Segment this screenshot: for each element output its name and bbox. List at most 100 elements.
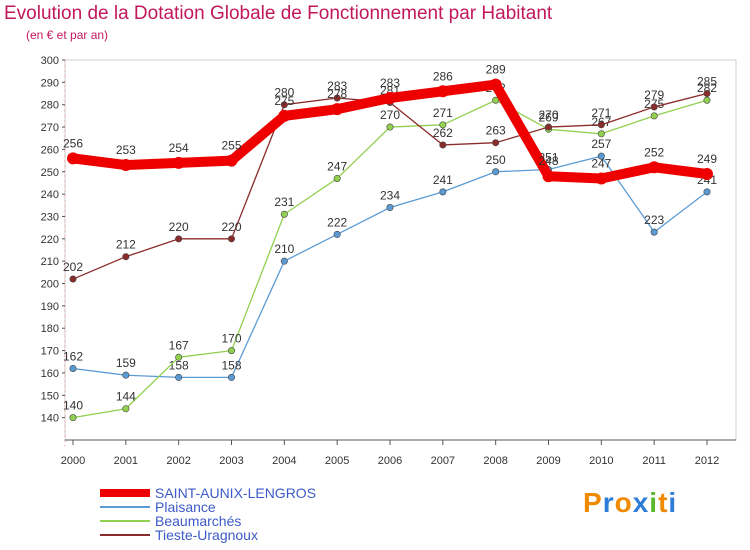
legend-label-beaumarch-s: Beaumarchés [155, 513, 241, 529]
data-label-saint-aunix-lengros: 286 [433, 69, 453, 83]
x-tick-label: 2010 [589, 455, 613, 467]
x-tick-label: 2004 [272, 455, 296, 467]
data-label-plaisance: 250 [486, 153, 506, 167]
data-point-beaumarch-s [650, 112, 658, 120]
data-label-beaumarch-s: 271 [433, 106, 453, 120]
data-point-beaumarch-s [492, 96, 500, 104]
data-point-saint-aunix-lengros [278, 109, 291, 122]
data-point-plaisance [650, 228, 658, 236]
data-point-beaumarch-s [228, 347, 236, 355]
data-label-tieste-uragnoux: 270 [538, 108, 558, 122]
x-tick-label: 2011 [642, 455, 666, 467]
data-point-beaumarch-s [703, 96, 711, 104]
y-tick-label: 180 [41, 323, 59, 335]
data-point-beaumarch-s [69, 414, 77, 422]
data-label-saint-aunix-lengros: 278 [327, 87, 347, 101]
data-point-tieste-uragnoux [228, 235, 236, 243]
x-tick-label: 2007 [431, 455, 455, 467]
data-label-tieste-uragnoux: 279 [644, 88, 664, 102]
data-point-plaisance [122, 371, 130, 379]
data-label-plaisance: 223 [644, 213, 664, 227]
data-point-saint-aunix-lengros [489, 78, 502, 91]
x-tick-label: 2005 [325, 455, 349, 467]
y-tick-label: 240 [41, 189, 59, 201]
data-label-plaisance: 222 [327, 215, 347, 229]
chart-subtitle: (en € et par an) [26, 28, 109, 42]
data-point-tieste-uragnoux [492, 139, 500, 147]
y-tick-label: 170 [41, 346, 59, 358]
data-label-beaumarch-s: 170 [221, 332, 241, 346]
data-label-saint-aunix-lengros: 289 [486, 63, 506, 77]
data-label-beaumarch-s: 144 [116, 390, 136, 404]
data-label-tieste-uragnoux: 271 [591, 106, 611, 120]
data-point-plaisance [175, 373, 183, 381]
y-tick-label: 160 [41, 368, 59, 380]
data-label-tieste-uragnoux: 263 [486, 124, 506, 138]
data-point-saint-aunix-lengros [119, 159, 132, 172]
logo-letter: P [583, 487, 603, 518]
data-label-saint-aunix-lengros: 252 [644, 145, 664, 159]
data-label-tieste-uragnoux: 220 [221, 220, 241, 234]
y-tick-label: 300 [41, 55, 59, 67]
data-point-tieste-uragnoux [333, 94, 341, 102]
data-point-plaisance [597, 152, 605, 160]
data-point-saint-aunix-lengros [701, 168, 713, 180]
y-tick-label: 150 [41, 390, 59, 402]
y-tick-label: 250 [41, 167, 59, 179]
data-point-saint-aunix-lengros [67, 152, 79, 165]
data-label-beaumarch-s: 231 [274, 195, 294, 209]
data-point-plaisance [386, 204, 394, 212]
x-tick-label: 2002 [166, 455, 190, 467]
y-tick-label: 230 [41, 211, 59, 223]
logo-letter: t [658, 487, 669, 518]
data-label-plaisance: 210 [274, 242, 294, 256]
data-point-beaumarch-s [386, 123, 394, 131]
x-tick-label: 2001 [114, 455, 138, 467]
data-label-saint-aunix-lengros: 283 [380, 76, 400, 90]
y-tick-label: 190 [41, 301, 59, 313]
data-label-saint-aunix-lengros: 254 [169, 141, 189, 155]
data-point-tieste-uragnoux [69, 275, 77, 283]
data-label-beaumarch-s: 140 [63, 399, 83, 413]
data-label-plaisance: 158 [221, 358, 241, 372]
data-label-saint-aunix-lengros: 255 [221, 139, 241, 153]
data-label-plaisance: 241 [433, 173, 453, 187]
data-point-tieste-uragnoux [650, 103, 658, 111]
data-label-saint-aunix-lengros: 253 [116, 143, 136, 157]
x-tick-label: 2006 [378, 455, 402, 467]
data-point-tieste-uragnoux [439, 141, 447, 149]
data-point-saint-aunix-lengros [331, 103, 344, 116]
chart-title: Evolution de la Dotation Globale de Fonc… [4, 3, 553, 24]
data-label-tieste-uragnoux: 212 [116, 238, 136, 252]
data-label-plaisance: 159 [116, 356, 136, 370]
legend-label-tieste-uragnoux: Tieste-Uragnoux [155, 527, 258, 543]
data-point-tieste-uragnoux [122, 253, 130, 261]
data-point-saint-aunix-lengros [436, 85, 449, 98]
data-label-tieste-uragnoux: 220 [169, 220, 189, 234]
data-label-saint-aunix-lengros: 247 [591, 156, 611, 170]
data-label-beaumarch-s: 270 [380, 108, 400, 122]
data-point-beaumarch-s [333, 174, 341, 182]
y-tick-label: 260 [41, 144, 59, 156]
data-point-plaisance [492, 168, 500, 176]
data-label-saint-aunix-lengros: 248 [538, 154, 558, 168]
logo-letter: i [668, 487, 678, 518]
data-point-tieste-uragnoux [280, 101, 288, 109]
x-tick-label: 2008 [483, 455, 507, 467]
y-tick-label: 220 [41, 234, 59, 246]
data-label-plaisance: 257 [591, 137, 611, 151]
data-label-plaisance: 162 [63, 349, 83, 363]
y-tick-label: 270 [41, 122, 59, 134]
data-point-tieste-uragnoux [175, 235, 183, 243]
x-tick-label: 2012 [695, 455, 719, 467]
data-point-tieste-uragnoux [703, 90, 711, 98]
logo-letter: x [632, 487, 650, 518]
legend-label-saint-aunix-lengros: SAINT-AUNIX-LENGROS [155, 485, 316, 501]
data-point-saint-aunix-lengros [648, 161, 661, 174]
data-point-tieste-uragnoux [544, 123, 552, 131]
data-point-saint-aunix-lengros [225, 154, 238, 167]
data-label-beaumarch-s: 247 [327, 159, 347, 173]
data-label-saint-aunix-lengros: 249 [697, 152, 717, 166]
